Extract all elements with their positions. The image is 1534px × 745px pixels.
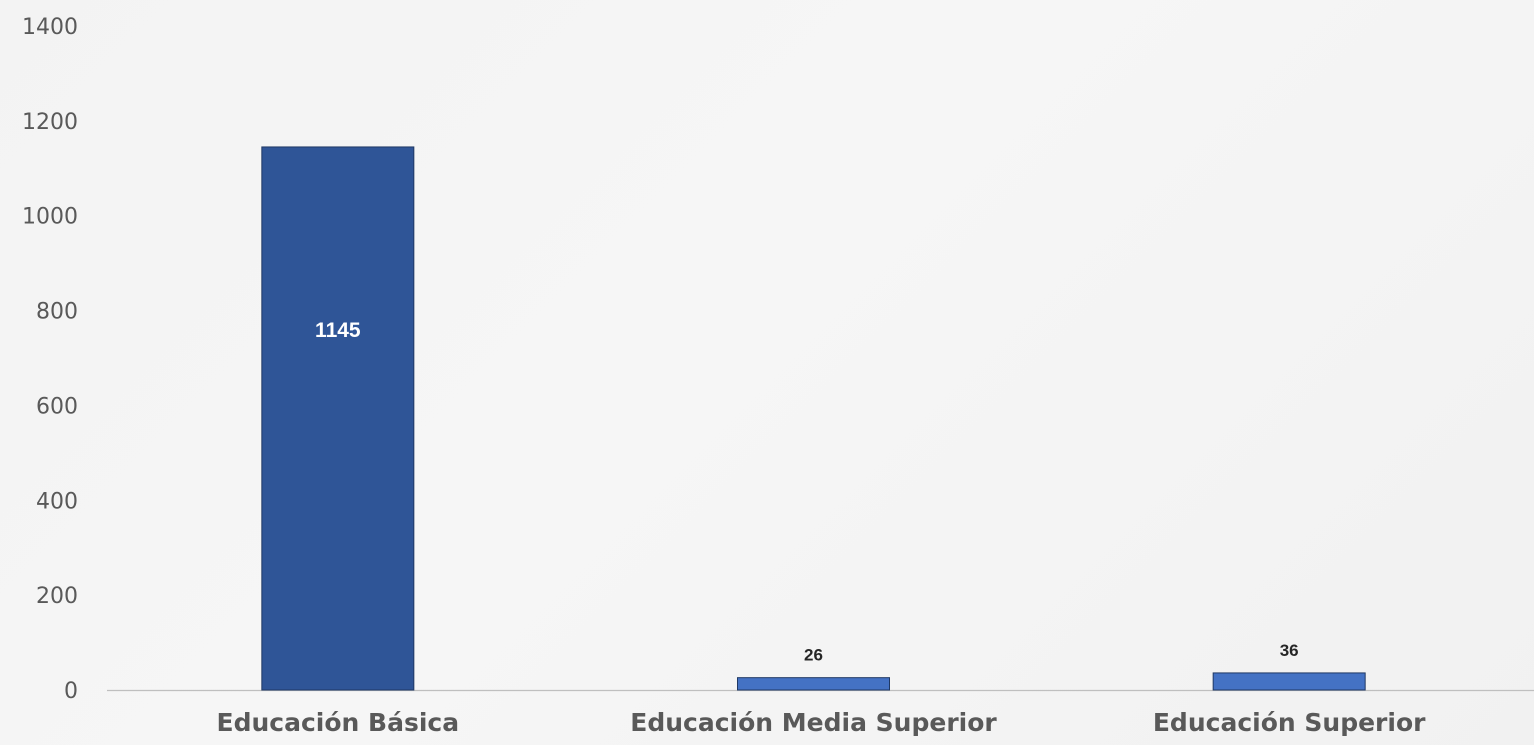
y-tick-label: 1400 — [22, 15, 78, 40]
bar — [737, 677, 890, 691]
bar — [261, 146, 415, 691]
y-tick-label: 200 — [36, 584, 78, 609]
x-category-label: Educación Básica — [217, 708, 460, 737]
data-labels-group: 1145 26 36 — [315, 319, 1299, 665]
y-tick-label: 0 — [64, 679, 78, 704]
data-label: 36 — [1280, 641, 1299, 660]
x-category-label: Educación Media Superior — [630, 708, 997, 737]
bars-group — [261, 146, 1366, 691]
y-tick-label: 800 — [36, 300, 78, 325]
y-axis-ticks: 0 200 400 600 800 1000 1200 1400 — [22, 15, 78, 704]
x-axis-categories: Educación Básica Educación Media Superior… — [217, 708, 1427, 737]
data-label: 26 — [804, 646, 823, 665]
data-label: 1145 — [315, 319, 361, 342]
y-tick-label: 1000 — [22, 205, 78, 230]
x-category-label: Educación Superior — [1153, 708, 1426, 737]
y-tick-label: 1200 — [22, 110, 78, 135]
bar — [1212, 672, 1366, 691]
y-tick-label: 600 — [36, 394, 78, 419]
y-tick-label: 400 — [36, 489, 78, 514]
